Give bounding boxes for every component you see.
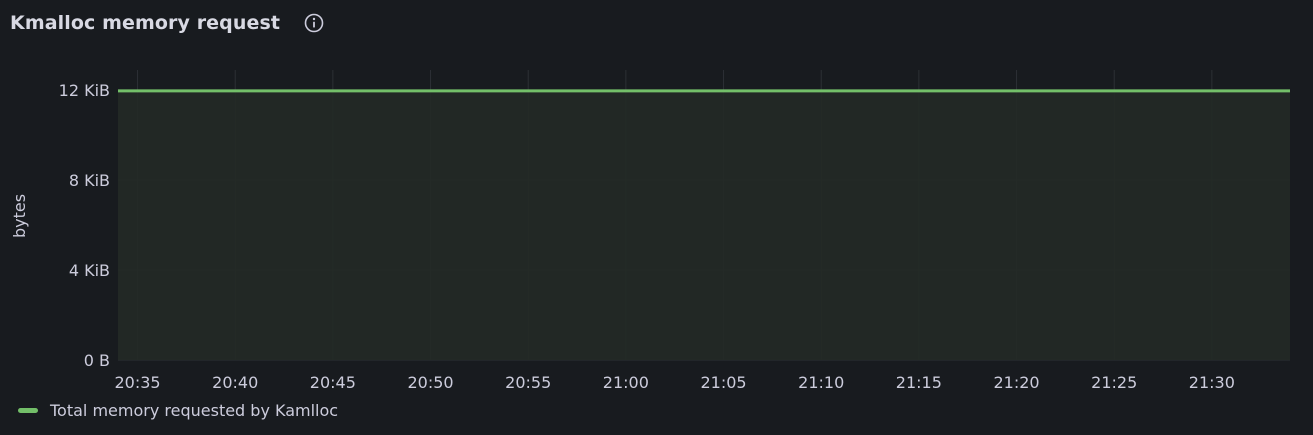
- y-tick-label: 8 KiB: [69, 171, 110, 190]
- chart-plot[interactable]: 0 B 4 KiB 8 KiB 12 KiB 20:35 20:40 20:45 20:50…: [0, 0, 1313, 400]
- x-tick-label: 20:45: [310, 373, 356, 392]
- x-tick-label: 21:00: [603, 373, 649, 392]
- x-tick-label: 21:20: [993, 373, 1039, 392]
- y-tick-label: 12 KiB: [59, 81, 110, 100]
- x-tick-label: 21:05: [700, 373, 746, 392]
- x-tick-label: 21:15: [896, 373, 942, 392]
- panel-title: Kmalloc memory request: [10, 12, 281, 34]
- x-tick-label: 20:40: [212, 373, 258, 392]
- x-tick-label: 21:10: [798, 373, 844, 392]
- x-tick-label: 20:50: [407, 373, 453, 392]
- x-tick-label: 21:30: [1189, 373, 1235, 392]
- info-circle-icon[interactable]: [304, 13, 324, 33]
- x-tick-label: 20:35: [114, 373, 160, 392]
- legend-swatch-icon: [18, 408, 38, 413]
- panel-header: Kmalloc memory request: [10, 8, 324, 38]
- x-tick-label: 21:25: [1091, 373, 1137, 392]
- y-tick-label: 0 B: [84, 351, 110, 370]
- legend-item[interactable]: Total memory requested by Kamlloc: [18, 401, 338, 420]
- x-axis-ticks: 20:35 20:40 20:45 20:50 20:55 21:00 21:05 21:10…: [114, 373, 1234, 392]
- y-axis-ticks: 0 B 4 KiB 8 KiB 12 KiB: [59, 81, 110, 370]
- y-tick-label: 4 KiB: [69, 261, 110, 280]
- series-area-fill: [118, 90, 1290, 361]
- y-axis-label: bytes: [10, 194, 29, 238]
- legend-label: Total memory requested by Kamlloc: [50, 401, 339, 420]
- x-tick-label: 20:55: [505, 373, 551, 392]
- series-area: [118, 90, 1290, 361]
